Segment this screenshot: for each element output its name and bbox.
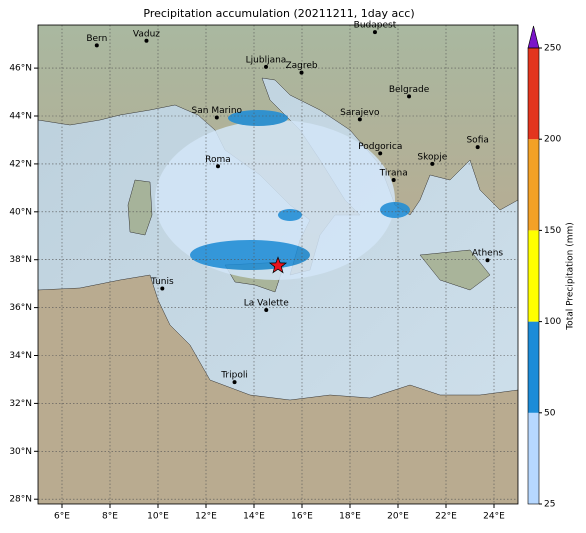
- x-tick-label: 24°E: [483, 512, 505, 522]
- y-tick-label: 32°N: [9, 399, 32, 409]
- y-tick-label: 42°N: [9, 159, 32, 169]
- colorbar-bin: [528, 48, 539, 140]
- colorbar-tick-label: 50: [544, 408, 556, 418]
- city-marker: [485, 258, 490, 263]
- city-marker: [232, 380, 237, 385]
- y-tick-label: 40°N: [9, 207, 32, 217]
- city-marker: [144, 38, 149, 43]
- colorbar-tick-label: 100: [544, 317, 561, 327]
- city-label: Zagreb: [285, 61, 317, 71]
- city-marker: [160, 286, 165, 291]
- precip-moderate: [228, 110, 288, 126]
- y-tick-label: 38°N: [9, 255, 32, 265]
- sardinia: [127, 179, 153, 236]
- city-label: Ljubljana: [246, 55, 287, 65]
- precip-moderate: [278, 209, 302, 221]
- x-tick-label: 14°E: [243, 512, 265, 522]
- colorbar-bin: [528, 412, 539, 504]
- city-label: Bern: [86, 34, 107, 44]
- colorbar-tick-label: 25: [544, 500, 555, 510]
- city-marker: [430, 161, 435, 166]
- event-star: [268, 256, 288, 274]
- precip-light: [155, 120, 395, 280]
- y-tick-label: 34°N: [9, 351, 32, 361]
- city-label: San Marino: [192, 106, 243, 116]
- city-label: Athens: [472, 249, 503, 259]
- colorbar-bin: [528, 230, 539, 322]
- city-label: Sofia: [466, 136, 488, 146]
- city-label: La Valette: [244, 299, 289, 309]
- y-tick-label: 44°N: [9, 112, 32, 122]
- city-marker: [357, 117, 362, 122]
- city-label: Tirana: [379, 168, 408, 178]
- colorbar-tick-label: 250: [544, 44, 561, 54]
- colorbar-label: Total Precipitation (mm): [566, 222, 576, 331]
- x-tick-label: 20°E: [387, 512, 409, 522]
- city-marker: [214, 115, 219, 120]
- colorbar-extend: [527, 25, 540, 49]
- precip-field: [155, 110, 410, 280]
- x-tick-label: 18°E: [339, 512, 361, 522]
- y-tick-label: 28°N: [9, 495, 32, 505]
- precip-moderate: [380, 202, 410, 218]
- city-marker: [391, 177, 396, 182]
- colorbar-bin: [528, 321, 539, 413]
- x-tick-label: 12°E: [195, 512, 217, 522]
- colorbar-tick-label: 150: [544, 226, 561, 236]
- precip-moderate: [190, 240, 310, 270]
- colorbar-bin: [528, 139, 539, 231]
- y-tick-label: 36°N: [9, 303, 32, 313]
- y-tick-label: 46°N: [9, 64, 32, 74]
- x-tick-label: 16°E: [291, 512, 313, 522]
- city-label: Belgrade: [389, 85, 430, 95]
- y-tick-label: 30°N: [9, 447, 32, 457]
- x-tick-label: 8°E: [102, 512, 118, 522]
- colorbar-frame: [527, 47, 540, 505]
- city-label: Skopje: [417, 152, 447, 162]
- city-marker: [299, 70, 304, 75]
- x-tick-label: 10°E: [147, 512, 169, 522]
- city-marker: [407, 94, 412, 99]
- city-marker: [378, 151, 383, 156]
- city-marker: [475, 145, 480, 150]
- colorbar-tick-label: 200: [544, 135, 561, 145]
- x-tick-label: 6°E: [54, 512, 70, 522]
- city-label: Tunis: [150, 277, 174, 287]
- city-label: Budapest: [354, 21, 397, 31]
- x-tick-label: 22°E: [435, 512, 457, 522]
- city-marker: [216, 164, 220, 169]
- chart-title: Precipitation accumulation (20211211, 1d…: [143, 7, 414, 20]
- city-label: Vaduz: [133, 29, 160, 39]
- city-marker: [372, 30, 377, 35]
- city-label: Sarajevo: [340, 108, 380, 118]
- plot-frame: [37, 24, 519, 505]
- city-marker: [264, 308, 269, 313]
- africa-land: [38, 274, 518, 504]
- city-marker: [94, 43, 99, 48]
- city-label: Roma: [205, 155, 231, 165]
- city-label: Tripoli: [220, 371, 248, 381]
- map-area: [38, 25, 518, 504]
- city-label: Podgorica: [358, 142, 402, 152]
- city-marker: [264, 64, 268, 69]
